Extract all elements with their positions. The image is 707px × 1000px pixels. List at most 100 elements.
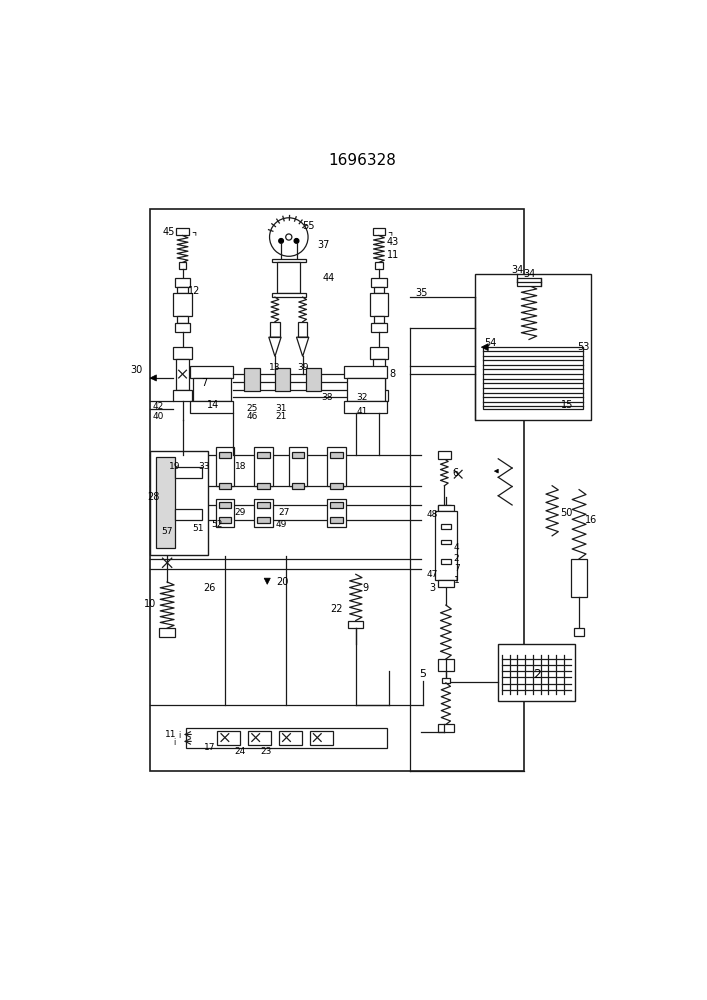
- Bar: [160, 628, 175, 637]
- Bar: [150, 209, 524, 771]
- Text: 51: 51: [192, 524, 204, 533]
- Bar: [150, 451, 208, 555]
- Text: 38: 38: [322, 393, 333, 402]
- Text: 17: 17: [204, 743, 215, 752]
- Bar: [298, 322, 308, 337]
- Text: 2: 2: [533, 668, 541, 681]
- Bar: [257, 452, 269, 458]
- Bar: [175, 323, 190, 332]
- Bar: [257, 483, 269, 489]
- Bar: [190, 366, 233, 378]
- Text: 42: 42: [152, 402, 163, 411]
- Text: 33: 33: [199, 462, 210, 471]
- Bar: [518, 278, 541, 286]
- Polygon shape: [494, 469, 498, 473]
- Bar: [441, 540, 450, 544]
- Bar: [438, 724, 454, 732]
- Bar: [257, 502, 269, 508]
- Bar: [218, 502, 231, 508]
- Bar: [218, 483, 231, 489]
- Bar: [370, 347, 388, 359]
- Text: 7: 7: [454, 564, 460, 573]
- Bar: [257, 517, 269, 523]
- Bar: [438, 580, 454, 587]
- Bar: [272, 259, 305, 262]
- Text: 44: 44: [322, 273, 335, 283]
- Text: 54: 54: [484, 338, 497, 348]
- Bar: [187, 728, 387, 748]
- Text: 25: 25: [246, 404, 257, 413]
- Bar: [370, 293, 388, 316]
- Text: 21: 21: [276, 412, 287, 421]
- Bar: [173, 389, 192, 401]
- Bar: [438, 505, 454, 511]
- Text: 35: 35: [415, 288, 428, 298]
- Bar: [373, 316, 385, 323]
- Bar: [254, 447, 273, 486]
- Bar: [173, 347, 192, 359]
- Bar: [373, 228, 385, 235]
- Bar: [216, 499, 234, 527]
- Bar: [348, 620, 363, 628]
- Text: 34: 34: [511, 265, 524, 275]
- Bar: [344, 401, 387, 413]
- Text: 3: 3: [429, 583, 435, 593]
- Text: 24: 24: [235, 747, 246, 756]
- Bar: [330, 452, 343, 458]
- Text: 8: 8: [390, 369, 396, 379]
- Bar: [305, 368, 321, 391]
- Text: 34: 34: [523, 269, 535, 279]
- Bar: [190, 401, 233, 413]
- Bar: [175, 278, 190, 287]
- Bar: [438, 451, 450, 459]
- Bar: [330, 502, 343, 508]
- Text: 31: 31: [275, 404, 287, 413]
- Bar: [330, 483, 343, 489]
- Polygon shape: [264, 578, 270, 584]
- Bar: [175, 509, 201, 520]
- Bar: [254, 499, 273, 527]
- Bar: [310, 731, 333, 745]
- Text: 2: 2: [454, 554, 460, 563]
- Circle shape: [294, 239, 299, 243]
- Text: 48: 48: [426, 510, 438, 519]
- Text: 12: 12: [188, 286, 200, 296]
- Bar: [371, 323, 387, 332]
- Polygon shape: [150, 375, 156, 381]
- Text: 23: 23: [260, 747, 271, 756]
- Text: 47: 47: [426, 570, 438, 579]
- Bar: [272, 293, 305, 297]
- Text: 52: 52: [211, 520, 223, 529]
- Text: 7: 7: [201, 378, 207, 388]
- Bar: [327, 499, 346, 527]
- Text: 11: 11: [165, 730, 177, 739]
- Text: 40: 40: [152, 412, 163, 421]
- Text: 19: 19: [169, 462, 180, 471]
- Bar: [218, 517, 231, 523]
- Bar: [288, 447, 308, 486]
- Text: 29: 29: [235, 508, 246, 517]
- Text: 28: 28: [147, 492, 160, 502]
- Text: 39: 39: [297, 363, 308, 372]
- Text: 20: 20: [276, 577, 289, 587]
- Bar: [292, 452, 304, 458]
- Bar: [216, 447, 234, 486]
- Bar: [173, 293, 192, 316]
- Bar: [441, 524, 450, 529]
- Text: 55: 55: [302, 221, 315, 231]
- Bar: [217, 731, 240, 745]
- Bar: [270, 322, 279, 337]
- Bar: [192, 378, 231, 401]
- Bar: [441, 559, 450, 564]
- Bar: [483, 347, 583, 409]
- Bar: [275, 368, 291, 391]
- Bar: [498, 644, 575, 701]
- Text: 50: 50: [560, 508, 572, 518]
- Text: 57: 57: [161, 527, 173, 536]
- Bar: [344, 366, 387, 378]
- Bar: [330, 517, 343, 523]
- Bar: [438, 505, 450, 511]
- Text: 37: 37: [317, 240, 329, 250]
- Bar: [573, 628, 585, 636]
- Text: 16: 16: [585, 515, 597, 525]
